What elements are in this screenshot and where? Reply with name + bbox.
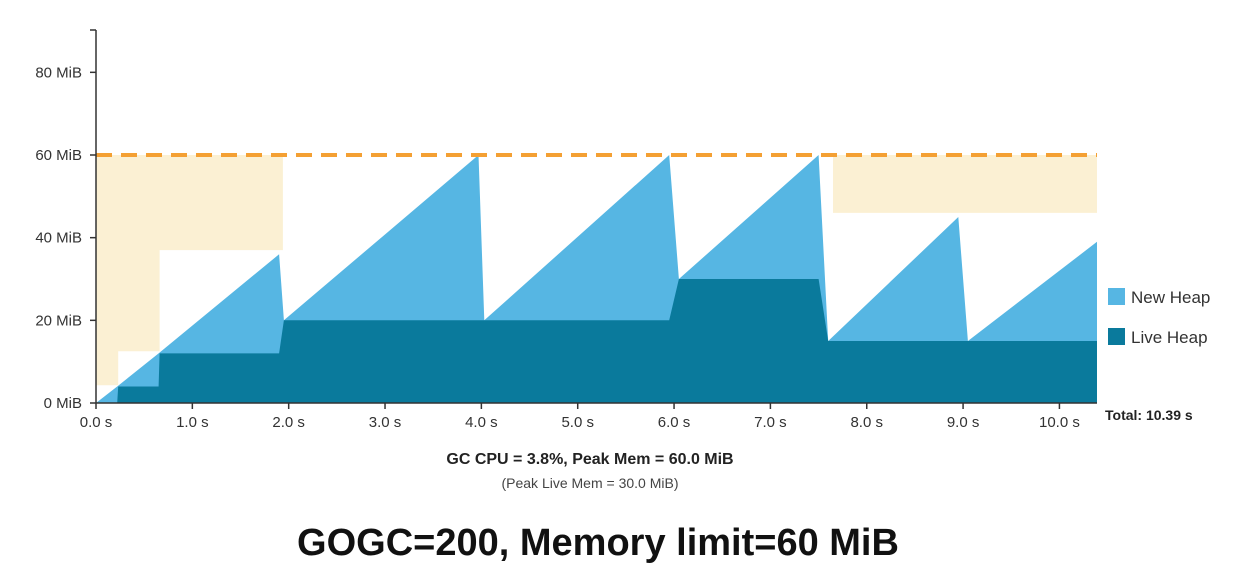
peak-live-mem-label: (Peak Live Mem = 30.0 MiB): [501, 475, 678, 491]
x-tick-label: 6.0 s: [658, 414, 691, 431]
x-tick-label: 1.0 s: [176, 414, 209, 431]
y-tick-label: 20 MiB: [35, 312, 82, 329]
legend-swatch-2: [1108, 328, 1125, 345]
gc-summary-label: GC CPU = 3.8%, Peak Mem = 60.0 MiB: [446, 451, 733, 468]
legend-swatch-1: [1108, 288, 1125, 305]
x-tick-label: 0.0 s: [80, 414, 113, 431]
x-tick-label: 7.0 s: [754, 414, 787, 431]
y-tick-label: 0 MiB: [44, 395, 82, 412]
legend-label-2: Live Heap: [1131, 328, 1208, 347]
x-tick-label: 9.0 s: [947, 414, 980, 431]
headroom-regions: [96, 155, 1097, 386]
series-areas: [96, 155, 1097, 403]
x-tick-label: 8.0 s: [850, 414, 883, 431]
x-tick-label: 2.0 s: [272, 414, 305, 431]
x-tick-label: 4.0 s: [465, 414, 498, 431]
total-time-label: Total: 10.39 s: [1105, 407, 1193, 423]
legend-label-1: New Heap: [1131, 288, 1210, 307]
axes: 0 MiB 20 MiB 40 MiB 60 MiB 80 MiB 0.0 s 1.0 s 2…: [35, 29, 1097, 431]
x-tick-label: 10.0 s: [1039, 414, 1080, 431]
headroom-region-1: [96, 155, 283, 386]
area-live-heap: [96, 279, 1097, 403]
x-tick-label: 5.0 s: [561, 414, 594, 431]
legend: New Heap Live Heap: [1108, 288, 1210, 347]
y-tick-label: 80 MiB: [35, 64, 82, 81]
headroom-region-2: [833, 155, 1097, 213]
y-tick-label: 40 MiB: [35, 230, 82, 247]
y-tick-label: 60 MiB: [35, 147, 82, 164]
chart-caption: GOGC=200, Memory limit=60 MiB: [297, 522, 899, 564]
x-tick-label: 3.0 s: [369, 414, 402, 431]
